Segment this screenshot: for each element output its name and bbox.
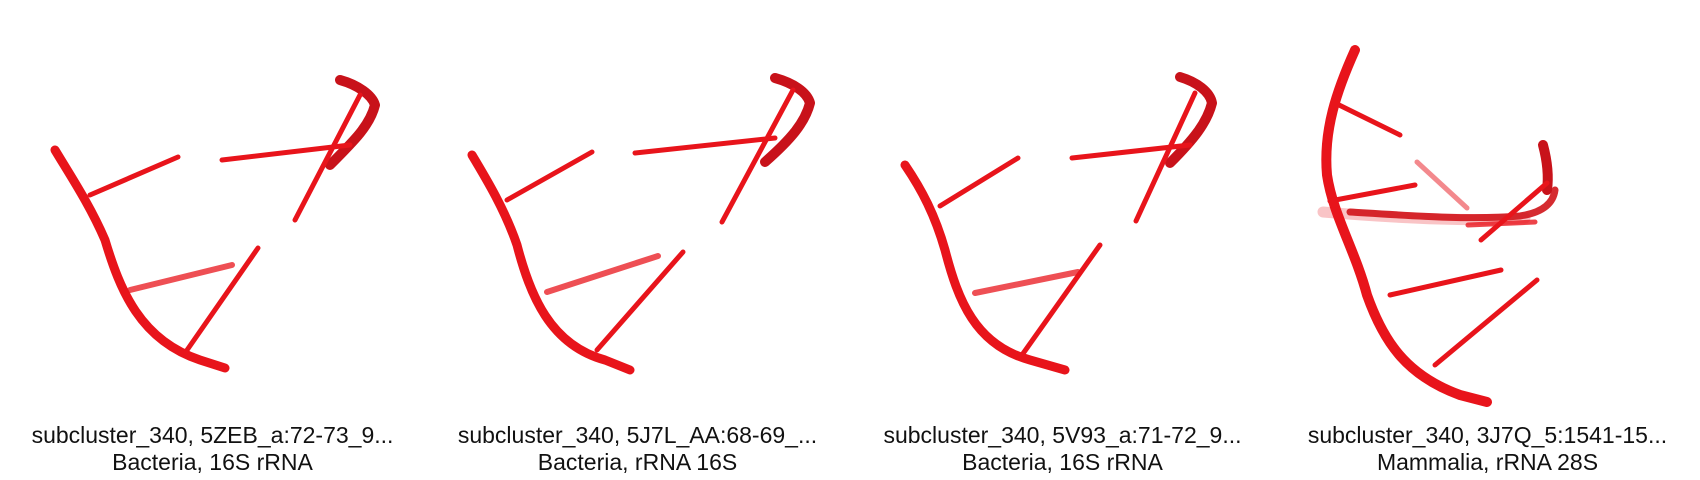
structure-panel-4[interactable]: subcluster_340, 3J7Q_5:1541-15... Mammal… — [1275, 0, 1700, 480]
panel-subtitle-4: Mammalia, rRNA 28S — [1376, 449, 1599, 475]
rna-backbone-strand-3 — [900, 72, 1217, 375]
base-pair-rungs-1 — [87, 92, 363, 356]
base-pair-rungs-3 — [937, 90, 1198, 358]
rna-structure-view-3[interactable] — [850, 0, 1275, 410]
panel-title-3: subcluster_340, 5V93_a:71-72_9... — [883, 422, 1242, 448]
structure-panel-3[interactable]: subcluster_340, 5V93_a:71-72_9... Bacter… — [850, 0, 1275, 480]
rna-structure-view-4[interactable] — [1275, 0, 1700, 410]
rna-structure-view-1[interactable] — [0, 0, 425, 410]
rna-structure-view-2[interactable] — [425, 0, 850, 410]
rna-backbone-strand-1 — [50, 75, 380, 373]
panel-title-1: subcluster_340, 5ZEB_a:72-73_9... — [31, 422, 394, 448]
structure-panel-2[interactable]: subcluster_340, 5J7L_AA:68-69_... Bacter… — [425, 0, 850, 480]
rna-backbone-strand-2 — [467, 73, 815, 375]
panel-subtitle-2: Bacteria, rRNA 16S — [537, 449, 738, 475]
panel-subtitle-3: Bacteria, 16S rRNA — [962, 449, 1163, 475]
panel-title-2: subcluster_340, 5J7L_AA:68-69_... — [457, 422, 818, 448]
panel-subtitle-1: Bacteria, 16S rRNA — [112, 449, 313, 475]
panel-title-4: subcluster_340, 3J7Q_5:1541-15... — [1307, 422, 1668, 448]
structure-panel-1[interactable]: subcluster_340, 5ZEB_a:72-73_9... Bacter… — [0, 0, 425, 480]
base-pair-rungs-4 — [1327, 100, 1550, 368]
base-pair-rungs-2 — [504, 87, 796, 353]
rna-backbone-strand-4 — [1317, 45, 1559, 407]
